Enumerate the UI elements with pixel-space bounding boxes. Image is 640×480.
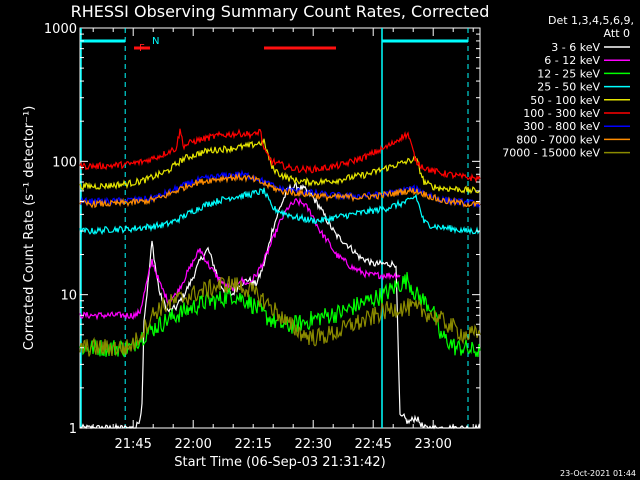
legend-label: 12 - 25 keV [537, 67, 600, 80]
series-line-0 [79, 182, 481, 430]
legend-label: 300 - 800 keV [523, 120, 600, 133]
footer-date: 23-Oct-2021 01:44 [560, 469, 636, 478]
legend-header-line1: Det 1,3,4,5,6,9, [548, 14, 634, 27]
series-layer [79, 128, 481, 430]
x-tick-label: 22:00 [174, 437, 211, 452]
series-line-3 [79, 187, 481, 236]
y-tick-label: 1 [69, 422, 77, 437]
y-axis-label: Corrected Count Rate (s⁻¹ detector⁻¹) [22, 106, 37, 351]
x-tick-label: 21:45 [114, 437, 151, 452]
legend-label: 6 - 12 keV [544, 54, 600, 67]
y-tick-label: 1000 [44, 22, 77, 37]
x-axis-label: Start Time (06-Sep-03 21:31:42) [174, 455, 385, 470]
y-tick-label: 10 [60, 289, 77, 304]
flare-marker: F [139, 43, 145, 54]
series-line-4 [79, 138, 481, 195]
x-tick-label: 22:15 [234, 437, 271, 452]
legend-header-line2: Att 0 [604, 27, 630, 40]
x-tick-label: 22:45 [354, 437, 391, 452]
legend-label: 7000 - 15000 keV [502, 147, 600, 160]
legend-label: 800 - 7000 keV [516, 133, 600, 146]
night-marker: N [152, 36, 159, 47]
x-tick-label: 23:00 [414, 437, 451, 452]
legend-label: 3 - 6 keV [551, 41, 600, 54]
series-line-1 [79, 197, 401, 321]
series-line-8 [79, 275, 481, 357]
series-line-5 [79, 128, 481, 184]
plot-frame [79, 27, 481, 429]
legend-label: 50 - 100 keV [530, 94, 600, 107]
axis-layer: 1 10 100 1000 21:45 22:00 22:15 22:30 22:45 23:00 [44, 22, 480, 452]
overlay-layer [80, 28, 469, 428]
x-tick-label: 22:30 [294, 437, 331, 452]
y-tick-label: 100 [52, 155, 77, 170]
series-line-6 [79, 169, 481, 209]
series-line-7 [79, 171, 481, 209]
legend-label: 25 - 50 keV [537, 81, 600, 94]
chart-title: RHESSI Observing Summary Count Rates, Co… [71, 2, 490, 21]
legend-label: 100 - 300 keV [523, 107, 600, 120]
